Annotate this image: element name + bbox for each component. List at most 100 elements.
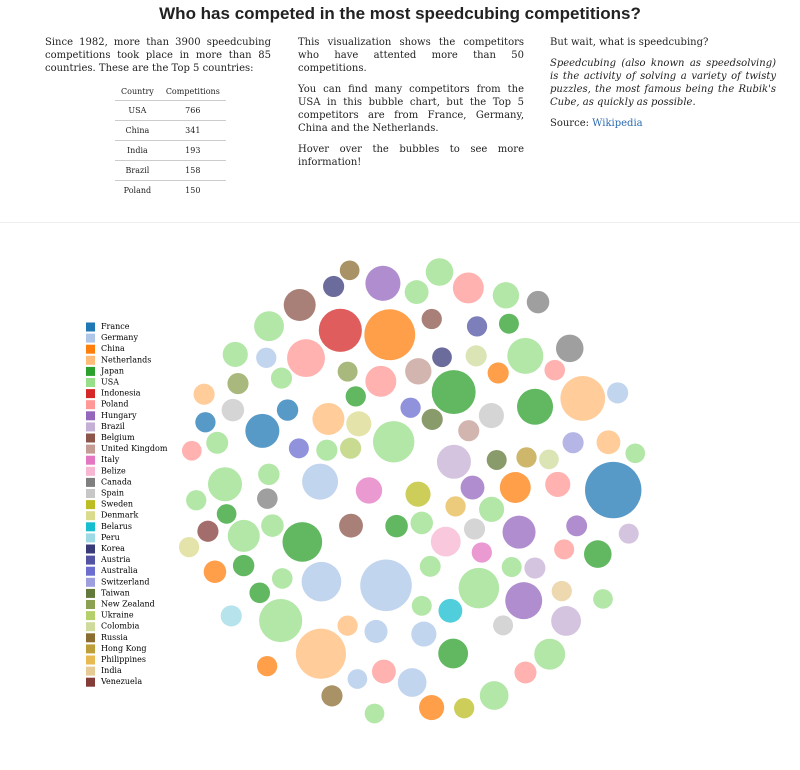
bubble[interactable] [337, 615, 358, 636]
bubble[interactable] [372, 421, 415, 463]
bubble[interactable] [400, 397, 421, 418]
bubble[interactable] [460, 475, 485, 500]
bubble[interactable] [271, 568, 293, 589]
bubble[interactable] [516, 447, 537, 468]
bubble[interactable] [347, 669, 368, 689]
bubble[interactable] [339, 260, 360, 281]
bubble[interactable] [517, 388, 554, 425]
bubble[interactable] [555, 334, 584, 363]
bubble[interactable] [425, 258, 454, 286]
bubble[interactable] [355, 477, 383, 504]
bubble[interactable] [539, 449, 559, 470]
bubble[interactable] [282, 522, 323, 562]
bubble[interactable] [345, 386, 366, 407]
bubble[interactable] [438, 598, 463, 623]
bubble[interactable] [465, 345, 487, 367]
bubble[interactable] [498, 313, 519, 334]
bubble[interactable] [421, 308, 442, 330]
bubble[interactable] [340, 437, 362, 459]
bubble[interactable] [452, 272, 484, 304]
bubble[interactable] [545, 471, 571, 497]
bubble[interactable] [257, 488, 278, 509]
bubble[interactable] [479, 496, 505, 522]
bubble[interactable] [431, 370, 476, 415]
bubble[interactable] [411, 595, 432, 616]
bubble[interactable] [227, 372, 249, 395]
bubble[interactable] [365, 365, 397, 397]
bubble[interactable] [466, 316, 488, 337]
bubble[interactable] [487, 362, 509, 384]
bubble[interactable] [276, 399, 299, 421]
bubble[interactable] [445, 496, 466, 517]
bubble[interactable] [178, 536, 200, 558]
bubble[interactable] [492, 282, 520, 309]
bubble[interactable] [302, 463, 339, 500]
bubble[interactable] [526, 290, 550, 314]
bubble[interactable] [220, 605, 242, 627]
bubble[interactable] [312, 402, 345, 435]
bubble[interactable] [295, 628, 346, 679]
bubble[interactable] [486, 449, 507, 470]
bubble[interactable] [195, 412, 216, 433]
bubble[interactable] [249, 582, 271, 604]
bubble[interactable] [207, 467, 243, 502]
bubble[interactable] [430, 526, 461, 557]
bubble[interactable] [254, 311, 284, 342]
bubble[interactable] [607, 382, 629, 404]
bubble[interactable] [287, 339, 325, 378]
bubble[interactable] [560, 376, 606, 421]
bubble[interactable] [419, 555, 441, 577]
bubble[interactable] [585, 461, 642, 519]
bubble[interactable] [346, 411, 372, 437]
bubble[interactable] [360, 559, 412, 612]
bubble[interactable] [566, 515, 588, 537]
bubble[interactable] [502, 515, 536, 549]
bubble[interactable] [261, 514, 284, 537]
bubble[interactable] [458, 567, 500, 609]
bubble[interactable] [365, 265, 401, 301]
bubble[interactable] [258, 463, 280, 486]
bubble[interactable] [339, 513, 363, 538]
bubble[interactable] [227, 519, 260, 552]
bubble[interactable] [524, 557, 546, 579]
bubble[interactable] [544, 359, 566, 381]
bubble[interactable] [458, 420, 480, 442]
bubble[interactable] [256, 347, 277, 368]
bubble[interactable] [323, 275, 345, 298]
bubble[interactable] [596, 430, 621, 455]
bubble[interactable] [499, 472, 531, 503]
bubble[interactable] [410, 511, 434, 535]
bubble[interactable] [419, 694, 445, 721]
bubble[interactable] [232, 554, 255, 577]
bubble[interactable] [478, 402, 504, 429]
bubble[interactable] [534, 638, 566, 670]
bubble[interactable] [321, 685, 343, 707]
bubble[interactable] [618, 523, 639, 544]
bubble[interactable] [337, 361, 358, 382]
bubble[interactable] [471, 542, 492, 563]
bubble[interactable] [301, 561, 342, 602]
bubble[interactable] [197, 520, 219, 542]
bubble[interactable] [316, 439, 338, 461]
bubble[interactable] [245, 413, 280, 448]
bubble[interactable] [288, 438, 309, 459]
bubble[interactable] [551, 580, 572, 602]
bubble[interactable] [593, 589, 613, 609]
bubble[interactable] [181, 440, 202, 461]
bubble[interactable] [562, 432, 584, 454]
bubble[interactable] [405, 481, 431, 507]
bubble[interactable] [222, 341, 248, 367]
bubble[interactable] [479, 681, 509, 710]
bubble[interactable] [625, 443, 646, 464]
bubble[interactable] [364, 703, 385, 724]
bubble[interactable] [554, 539, 575, 560]
bubble[interactable] [584, 540, 612, 568]
bubble[interactable] [283, 289, 316, 322]
bubble[interactable] [216, 504, 237, 524]
bubble[interactable] [385, 514, 408, 538]
bubble[interactable] [454, 698, 475, 719]
bubble[interactable] [507, 337, 544, 374]
bubble[interactable] [270, 367, 293, 389]
bubble[interactable] [397, 668, 427, 697]
bubble[interactable] [493, 615, 514, 636]
